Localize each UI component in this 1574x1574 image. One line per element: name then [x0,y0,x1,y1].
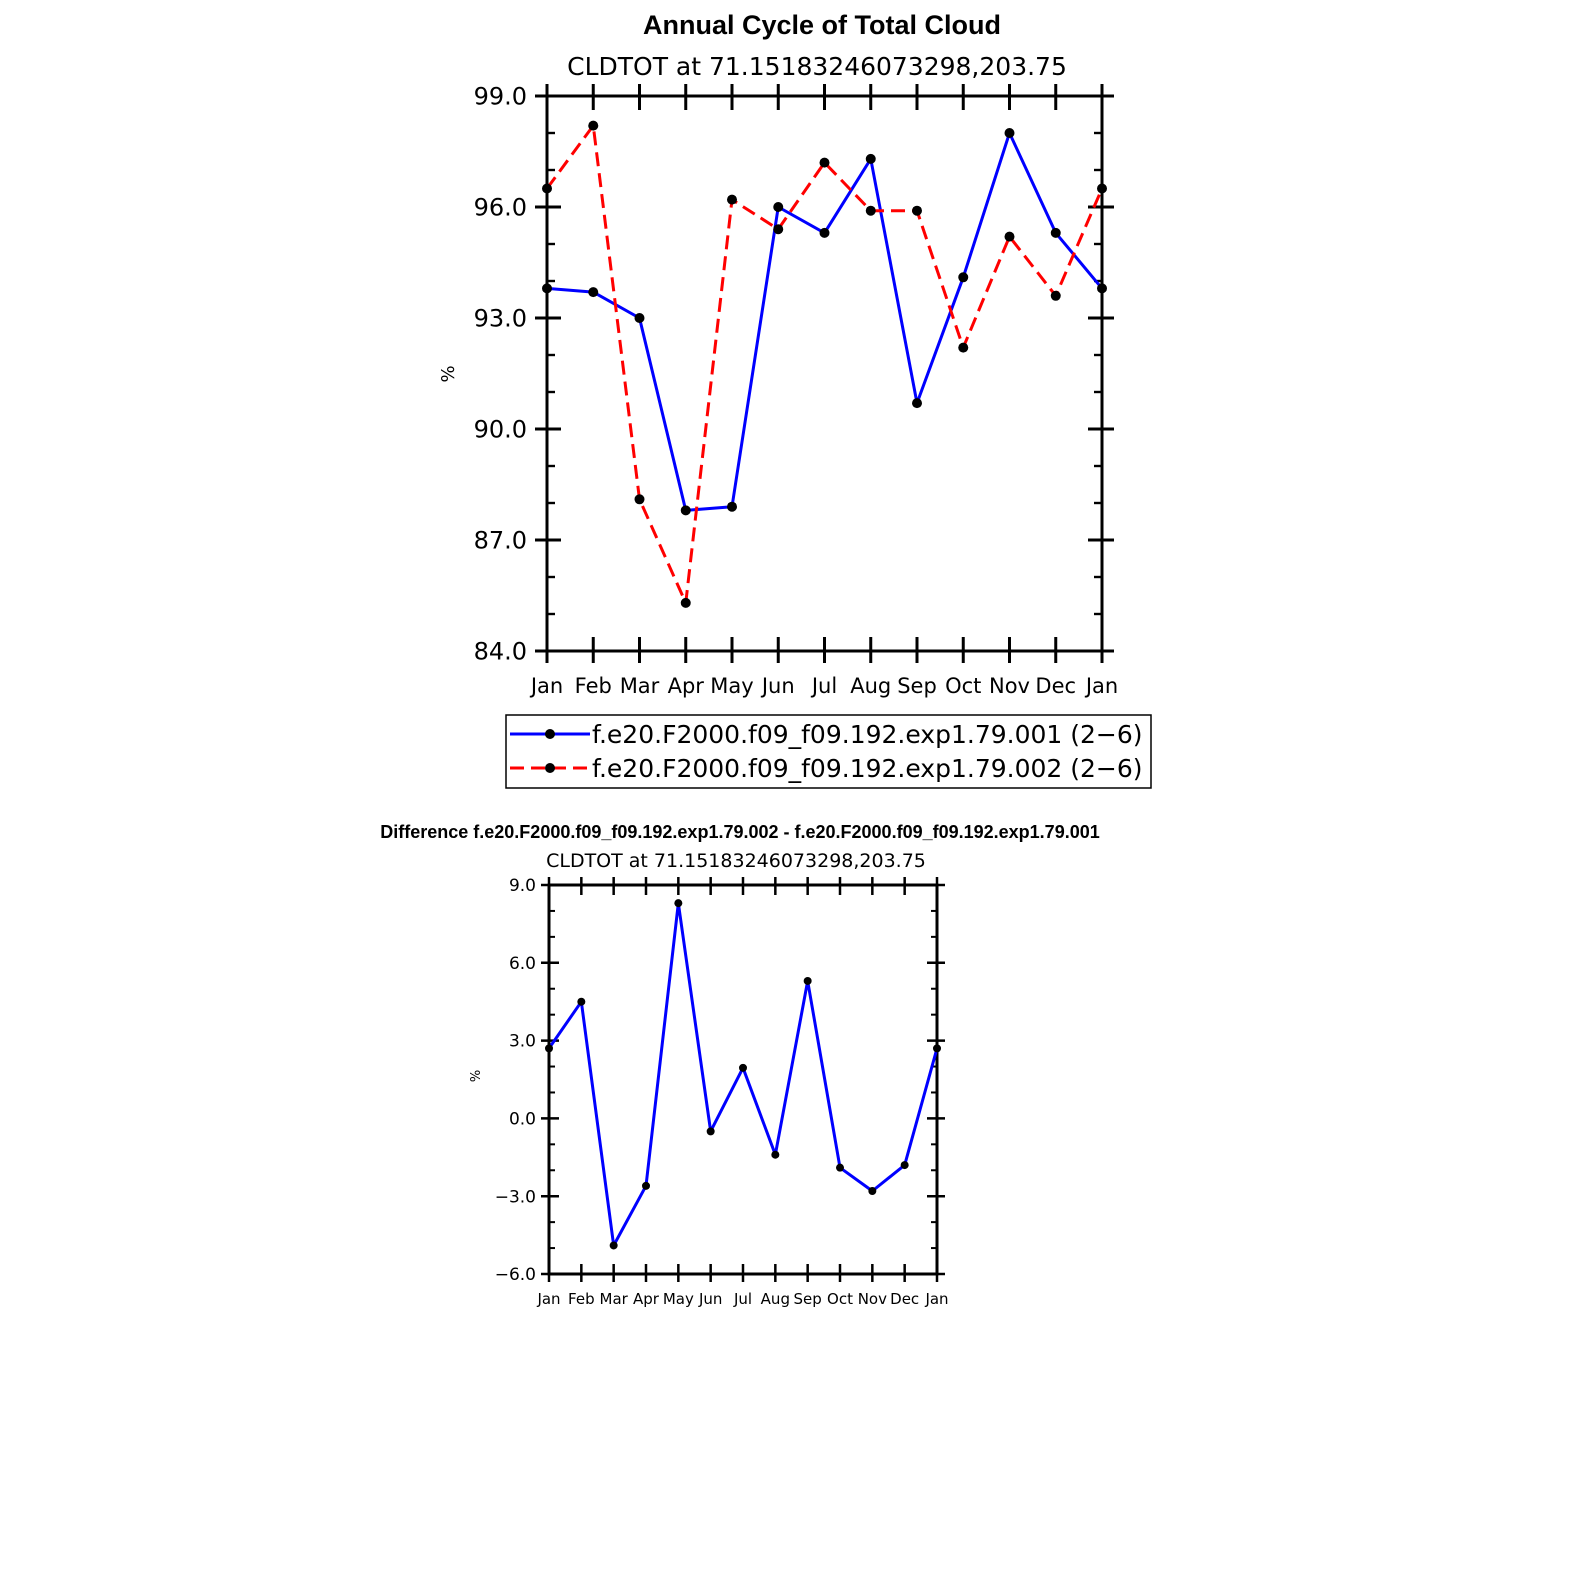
chart1-xtick-label: Sep [897,674,937,698]
chart1-series-2-point [1004,231,1015,242]
chart2-series-1-point [577,997,586,1006]
chart2-xtick-label: Jan [536,1290,560,1308]
chart1-series-1-point [1050,227,1061,238]
chart2-plot: −6.0 −3.0 0.0 3.0 6.0 9.0 Jan Feb Mar Apr May Jun Ju… [495,876,949,1308]
chart1-series-1-point [634,313,645,323]
chart2-frame [547,883,939,1276]
chart2-ytick-label: 9.0 [509,876,536,896]
chart1-series-2-point [819,157,830,168]
chart2-ytick-label: −3.0 [495,1187,536,1207]
chart1-series-2-point [680,597,691,608]
chart2-xtick-label: Nov [858,1290,887,1308]
chart1-plot: 84.0 87.0 90.0 93.0 96.0 99.0 Jan Feb Mar Apr May J… [474,83,1119,698]
legend-marker-1 [545,729,555,739]
chart1-xtick-label: May [710,674,753,698]
chart1-series-2-point [865,205,876,216]
chart1-series-2-point [958,342,969,353]
chart1-legend: f.e20.F2000.f09_f09.192.exp1.79.001 (2−6… [505,714,1152,789]
chart1-xtick-label: Dec [1035,674,1076,698]
chart1-series-1-point [773,202,784,212]
chart1-ytick-label: 93.0 [474,305,527,333]
chart1-series-2-point [912,205,922,216]
chart2-xtick-label: Jan [924,1290,948,1308]
chart1-ytick-label: 96.0 [474,194,527,222]
chart1-ytick-label: 99.0 [474,83,527,111]
chart1-xtick-label: Jul [810,674,837,698]
chart2-xtick-label: Feb [568,1290,595,1308]
chart2-series-1-point [642,1181,650,1190]
chart1-series-2-point [773,224,784,235]
chart2-xtick-label: Aug [761,1290,790,1308]
chart1-series-1-point [958,272,969,283]
chart1-ytick-label: 87.0 [474,527,527,555]
chart1-series-1-point [1004,128,1015,138]
legend-label-2: f.e20.F2000.f09_f09.192.exp1.79.002 (2−6… [592,754,1143,783]
chart2-xtick-label: Dec [890,1290,919,1308]
chart1-xtick-label: Jan [529,674,563,698]
chart2-series-1-point [545,1044,553,1053]
chart1-xtick-label: Jan [1084,674,1118,698]
chart2-ytick-label: 0.0 [509,1110,536,1130]
chart1-xtick-label: Feb [575,674,612,698]
legend-marker-2 [545,763,555,773]
chart1-series-2-point [634,494,645,505]
chart1-series-1-point [542,283,552,294]
chart1-xtick-label: Oct [945,674,981,698]
chart1-xtick-label: Mar [620,674,660,698]
chart2-series-1-point [868,1187,877,1196]
chart2-xtick-label: May [663,1290,694,1308]
chart2-ytick-label: 3.0 [509,1032,536,1052]
chart1-ytick-label: 90.0 [474,416,527,444]
chart1-xtick-label: Nov [989,674,1030,698]
chart1-series-2-point [1050,290,1061,301]
chart1-series-1-point [680,505,691,516]
chart1-series-1-point [912,398,922,409]
chart2-xtick-label: Mar [600,1290,629,1308]
chart1-series-2-point [588,120,599,131]
legend-label-1: f.e20.F2000.f09_f09.192.exp1.79.001 (2−6… [592,720,1143,749]
chart2-series-1-point [739,1063,747,1072]
chart1-ytick-label: 84.0 [474,638,527,666]
chart2-series-1-point [706,1127,715,1136]
chart1-subtitle: CLDTOT at 71.15183246073298,203.75 [567,52,1067,81]
chart1-series-2-point [1097,183,1107,194]
chart1-xtick-label: Aug [850,674,891,698]
chart1-series-1-point [1097,283,1107,294]
chart1-xtick-label: Apr [668,674,705,698]
chart2-ytick-label: −6.0 [495,1265,536,1285]
chart2-xtick-label: Jul [733,1290,752,1308]
chart2-series-1-point [900,1161,909,1170]
chart1-series-line-2 [545,124,1104,605]
legend-box [505,714,1152,789]
chart1-frame [545,94,1104,653]
chart2-series-line-1 [547,901,939,1247]
chart2-ytick-label: 6.0 [509,954,536,974]
chart1-series-2-point [727,194,737,205]
chart1-xtick-label: Jun [760,674,795,698]
chart1-series-1-point [727,501,737,512]
chart2-series-1-point [836,1163,844,1172]
chart2-series-1-point [609,1241,618,1250]
chart1-series-2-point [542,183,552,194]
chart2-xtick-label: Apr [633,1290,660,1308]
chart1-title: Annual Cycle of Total Cloud [643,10,1001,40]
chart2-xtick-label: Jun [698,1290,722,1308]
chart2-xtick-label: Sep [794,1290,822,1308]
chart1-ylabel: % [438,365,459,382]
chart2-subtitle: CLDTOT at 71.15183246073298,203.75 [546,850,926,872]
chart2-series-1-point [771,1150,780,1159]
chart2-series-1-point [933,1044,941,1053]
chart2-series-1-point [674,899,683,908]
chart2-series-1-point [803,976,812,985]
chart1-series-1-point [588,287,599,298]
chart2-title: Difference f.e20.F2000.f09_f09.192.exp1.… [380,822,1099,842]
chart2-ylabel: % [469,1070,484,1082]
chart2-xtick-label: Oct [827,1290,853,1308]
chart1-series-1-point [865,153,876,164]
chart1-series-1-point [819,227,830,238]
chart1-series-line-1 [546,131,1104,512]
